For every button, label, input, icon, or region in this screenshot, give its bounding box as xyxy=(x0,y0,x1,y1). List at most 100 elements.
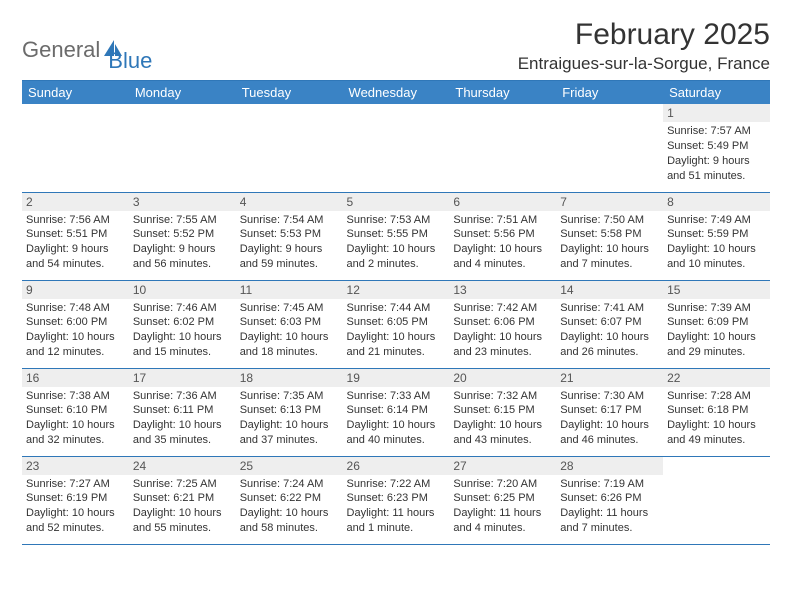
day-number: 1 xyxy=(663,104,770,122)
day-details: Sunrise: 7:32 AMSunset: 6:15 PMDaylight:… xyxy=(449,387,556,450)
calendar-cell: 3Sunrise: 7:55 AMSunset: 5:52 PMDaylight… xyxy=(129,192,236,280)
day-details: Sunrise: 7:35 AMSunset: 6:13 PMDaylight:… xyxy=(236,387,343,450)
day-details: Sunrise: 7:30 AMSunset: 6:17 PMDaylight:… xyxy=(556,387,663,450)
calendar-cell: 25Sunrise: 7:24 AMSunset: 6:22 PMDayligh… xyxy=(236,456,343,544)
day-details: Sunrise: 7:54 AMSunset: 5:53 PMDaylight:… xyxy=(236,211,343,274)
calendar-cell xyxy=(343,104,450,192)
calendar-cell: 12Sunrise: 7:44 AMSunset: 6:05 PMDayligh… xyxy=(343,280,450,368)
day-number: 19 xyxy=(343,369,450,387)
day-number: 27 xyxy=(449,457,556,475)
day-number: 21 xyxy=(556,369,663,387)
day-number: 26 xyxy=(343,457,450,475)
calendar-cell: 22Sunrise: 7:28 AMSunset: 6:18 PMDayligh… xyxy=(663,368,770,456)
calendar-cell: 28Sunrise: 7:19 AMSunset: 6:26 PMDayligh… xyxy=(556,456,663,544)
calendar-cell: 17Sunrise: 7:36 AMSunset: 6:11 PMDayligh… xyxy=(129,368,236,456)
day-details: Sunrise: 7:42 AMSunset: 6:06 PMDaylight:… xyxy=(449,299,556,362)
day-number: 6 xyxy=(449,193,556,211)
calendar-cell xyxy=(449,104,556,192)
calendar-cell: 11Sunrise: 7:45 AMSunset: 6:03 PMDayligh… xyxy=(236,280,343,368)
calendar-cell xyxy=(236,104,343,192)
day-details: Sunrise: 7:39 AMSunset: 6:09 PMDaylight:… xyxy=(663,299,770,362)
calendar-cell: 6Sunrise: 7:51 AMSunset: 5:56 PMDaylight… xyxy=(449,192,556,280)
calendar-row: 9Sunrise: 7:48 AMSunset: 6:00 PMDaylight… xyxy=(22,280,770,368)
day-number: 13 xyxy=(449,281,556,299)
calendar-cell: 4Sunrise: 7:54 AMSunset: 5:53 PMDaylight… xyxy=(236,192,343,280)
calendar-cell: 2Sunrise: 7:56 AMSunset: 5:51 PMDaylight… xyxy=(22,192,129,280)
day-details: Sunrise: 7:24 AMSunset: 6:22 PMDaylight:… xyxy=(236,475,343,538)
day-number: 3 xyxy=(129,193,236,211)
calendar-cell: 14Sunrise: 7:41 AMSunset: 6:07 PMDayligh… xyxy=(556,280,663,368)
logo-text-general: General xyxy=(22,37,100,63)
day-number: 17 xyxy=(129,369,236,387)
weekday-header-row: SundayMondayTuesdayWednesdayThursdayFrid… xyxy=(22,81,770,104)
calendar-cell xyxy=(129,104,236,192)
day-details: Sunrise: 7:44 AMSunset: 6:05 PMDaylight:… xyxy=(343,299,450,362)
day-number: 14 xyxy=(556,281,663,299)
day-number: 10 xyxy=(129,281,236,299)
calendar-row: 1Sunrise: 7:57 AMSunset: 5:49 PMDaylight… xyxy=(22,104,770,192)
day-details: Sunrise: 7:46 AMSunset: 6:02 PMDaylight:… xyxy=(129,299,236,362)
calendar-cell: 19Sunrise: 7:33 AMSunset: 6:14 PMDayligh… xyxy=(343,368,450,456)
calendar-cell: 16Sunrise: 7:38 AMSunset: 6:10 PMDayligh… xyxy=(22,368,129,456)
day-number: 12 xyxy=(343,281,450,299)
logo: General Blue xyxy=(22,26,152,74)
calendar-cell xyxy=(22,104,129,192)
day-details: Sunrise: 7:57 AMSunset: 5:49 PMDaylight:… xyxy=(663,122,770,185)
day-details: Sunrise: 7:56 AMSunset: 5:51 PMDaylight:… xyxy=(22,211,129,274)
calendar-cell: 24Sunrise: 7:25 AMSunset: 6:21 PMDayligh… xyxy=(129,456,236,544)
day-number: 23 xyxy=(22,457,129,475)
day-details: Sunrise: 7:45 AMSunset: 6:03 PMDaylight:… xyxy=(236,299,343,362)
calendar-cell: 5Sunrise: 7:53 AMSunset: 5:55 PMDaylight… xyxy=(343,192,450,280)
day-number: 11 xyxy=(236,281,343,299)
day-details: Sunrise: 7:22 AMSunset: 6:23 PMDaylight:… xyxy=(343,475,450,538)
calendar-cell: 18Sunrise: 7:35 AMSunset: 6:13 PMDayligh… xyxy=(236,368,343,456)
day-number: 18 xyxy=(236,369,343,387)
calendar-row: 16Sunrise: 7:38 AMSunset: 6:10 PMDayligh… xyxy=(22,368,770,456)
day-number: 4 xyxy=(236,193,343,211)
title-block: February 2025 Entraigues-sur-la-Sorgue, … xyxy=(518,18,770,74)
day-number: 20 xyxy=(449,369,556,387)
calendar-row: 2Sunrise: 7:56 AMSunset: 5:51 PMDaylight… xyxy=(22,192,770,280)
day-details: Sunrise: 7:33 AMSunset: 6:14 PMDaylight:… xyxy=(343,387,450,450)
calendar-row: 23Sunrise: 7:27 AMSunset: 6:19 PMDayligh… xyxy=(22,456,770,544)
day-number: 22 xyxy=(663,369,770,387)
month-title: February 2025 xyxy=(518,18,770,52)
calendar-cell: 20Sunrise: 7:32 AMSunset: 6:15 PMDayligh… xyxy=(449,368,556,456)
calendar-body: 1Sunrise: 7:57 AMSunset: 5:49 PMDaylight… xyxy=(22,104,770,544)
calendar-cell: 10Sunrise: 7:46 AMSunset: 6:02 PMDayligh… xyxy=(129,280,236,368)
day-details: Sunrise: 7:27 AMSunset: 6:19 PMDaylight:… xyxy=(22,475,129,538)
day-number: 7 xyxy=(556,193,663,211)
day-details: Sunrise: 7:38 AMSunset: 6:10 PMDaylight:… xyxy=(22,387,129,450)
calendar-cell: 8Sunrise: 7:49 AMSunset: 5:59 PMDaylight… xyxy=(663,192,770,280)
day-number: 9 xyxy=(22,281,129,299)
day-number: 28 xyxy=(556,457,663,475)
weekday-header: Friday xyxy=(556,81,663,104)
day-details: Sunrise: 7:36 AMSunset: 6:11 PMDaylight:… xyxy=(129,387,236,450)
day-details: Sunrise: 7:50 AMSunset: 5:58 PMDaylight:… xyxy=(556,211,663,274)
calendar-cell xyxy=(663,456,770,544)
day-details: Sunrise: 7:53 AMSunset: 5:55 PMDaylight:… xyxy=(343,211,450,274)
calendar-cell: 9Sunrise: 7:48 AMSunset: 6:00 PMDaylight… xyxy=(22,280,129,368)
weekday-header: Monday xyxy=(129,81,236,104)
logo-text-blue: Blue xyxy=(108,48,152,74)
day-number: 5 xyxy=(343,193,450,211)
weekday-header: Wednesday xyxy=(343,81,450,104)
weekday-header: Sunday xyxy=(22,81,129,104)
calendar-cell: 27Sunrise: 7:20 AMSunset: 6:25 PMDayligh… xyxy=(449,456,556,544)
day-number: 25 xyxy=(236,457,343,475)
day-details: Sunrise: 7:20 AMSunset: 6:25 PMDaylight:… xyxy=(449,475,556,538)
day-details: Sunrise: 7:55 AMSunset: 5:52 PMDaylight:… xyxy=(129,211,236,274)
calendar-cell: 1Sunrise: 7:57 AMSunset: 5:49 PMDaylight… xyxy=(663,104,770,192)
day-number: 8 xyxy=(663,193,770,211)
calendar-cell: 13Sunrise: 7:42 AMSunset: 6:06 PMDayligh… xyxy=(449,280,556,368)
day-details: Sunrise: 7:41 AMSunset: 6:07 PMDaylight:… xyxy=(556,299,663,362)
calendar-cell: 23Sunrise: 7:27 AMSunset: 6:19 PMDayligh… xyxy=(22,456,129,544)
day-number: 2 xyxy=(22,193,129,211)
weekday-header: Tuesday xyxy=(236,81,343,104)
calendar-cell xyxy=(556,104,663,192)
calendar-cell: 7Sunrise: 7:50 AMSunset: 5:58 PMDaylight… xyxy=(556,192,663,280)
location: Entraigues-sur-la-Sorgue, France xyxy=(518,54,770,74)
weekday-header: Saturday xyxy=(663,81,770,104)
day-details: Sunrise: 7:49 AMSunset: 5:59 PMDaylight:… xyxy=(663,211,770,274)
day-details: Sunrise: 7:19 AMSunset: 6:26 PMDaylight:… xyxy=(556,475,663,538)
